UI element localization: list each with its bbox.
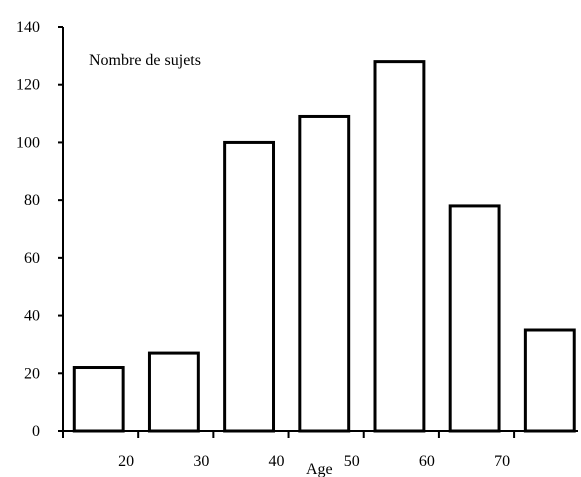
ticks-group: 0 20 40 60 80 100 120 140 20 30 40 50 60 70 bbox=[16, 19, 516, 470]
bar-5 bbox=[448, 204, 501, 433]
x-tick-label: 50 bbox=[344, 453, 360, 470]
bar-6 bbox=[523, 328, 576, 433]
y-tick-label: 140 bbox=[16, 19, 40, 36]
x-tick-label: 70 bbox=[494, 453, 510, 470]
y-tick-label: 80 bbox=[24, 192, 40, 209]
y-tick-label: 100 bbox=[16, 134, 40, 151]
bar-2 bbox=[223, 140, 276, 433]
x-tick-label: 40 bbox=[269, 453, 285, 470]
x-tick-label: 60 bbox=[419, 453, 435, 470]
bar-1 bbox=[147, 351, 200, 433]
x-tick-label: 30 bbox=[193, 453, 209, 470]
x-tick-label: 20 bbox=[118, 453, 134, 470]
x-axis-label: Age bbox=[306, 461, 333, 477]
y-axis-label: Nombre de sujets bbox=[89, 52, 201, 69]
bar-3 bbox=[298, 114, 351, 433]
bars-group bbox=[72, 60, 576, 433]
y-tick-label: 60 bbox=[24, 250, 40, 267]
y-tick-label: 120 bbox=[16, 77, 40, 94]
y-tick-label: 20 bbox=[24, 365, 40, 382]
bar-4 bbox=[373, 60, 426, 433]
axes-group bbox=[62, 27, 578, 432]
bar-0 bbox=[72, 366, 125, 433]
y-tick-label: 0 bbox=[32, 423, 40, 440]
y-tick-label: 40 bbox=[24, 308, 40, 325]
